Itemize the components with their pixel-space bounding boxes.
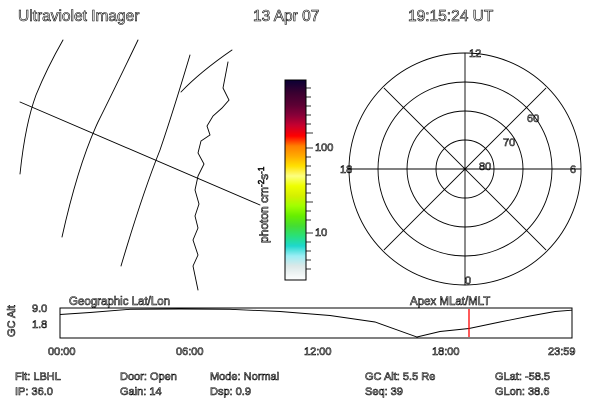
svg-text:06:00: 06:00 xyxy=(176,346,204,358)
svg-text:Mode: Normal: Mode: Normal xyxy=(210,371,279,383)
svg-text:GC Alt: GC Alt xyxy=(6,305,18,337)
svg-text:GC Alt: 5.5 Re: GC Alt: 5.5 Re xyxy=(365,371,435,383)
svg-text:19:15:24 UT: 19:15:24 UT xyxy=(408,8,494,25)
svg-text:IP: 36.0: IP: 36.0 xyxy=(15,386,53,398)
svg-text:photon cm-2s-1: photon cm-2s-1 xyxy=(257,166,271,243)
svg-text:Flt: LBHL: Flt: LBHL xyxy=(15,371,61,383)
svg-text:13 Apr 07: 13 Apr 07 xyxy=(253,8,319,25)
svg-text:Geographic Lat/Lon: Geographic Lat/Lon xyxy=(69,296,170,308)
svg-text:Gain: 14: Gain: 14 xyxy=(120,386,162,398)
svg-text:0: 0 xyxy=(465,275,471,287)
svg-text:23:59: 23:59 xyxy=(548,346,576,358)
svg-text:9.0: 9.0 xyxy=(32,303,47,315)
svg-text:GLat: -58.5: GLat: -58.5 xyxy=(495,371,550,383)
svg-text:60: 60 xyxy=(527,113,539,125)
svg-text:80: 80 xyxy=(479,161,491,173)
svg-text:Ultraviolet Imager: Ultraviolet Imager xyxy=(18,8,139,25)
svg-text:Door: Open: Door: Open xyxy=(120,371,177,383)
svg-text:18: 18 xyxy=(340,164,352,176)
svg-text:Seq: 39: Seq: 39 xyxy=(365,386,403,398)
svg-text:12:00: 12:00 xyxy=(304,346,332,358)
svg-text:GLon: 38.6: GLon: 38.6 xyxy=(495,386,549,398)
svg-text:18:00: 18:00 xyxy=(432,346,460,358)
svg-text:00:00: 00:00 xyxy=(48,346,76,358)
svg-text:12: 12 xyxy=(469,48,481,60)
svg-text:1.8: 1.8 xyxy=(32,319,47,331)
svg-text:100: 100 xyxy=(315,142,333,154)
svg-text:70: 70 xyxy=(503,137,515,149)
svg-text:Dsp: 0.9: Dsp: 0.9 xyxy=(210,386,251,398)
svg-text:6: 6 xyxy=(570,164,576,176)
svg-text:10: 10 xyxy=(315,227,327,239)
svg-text:Apex MLat/MLT: Apex MLat/MLT xyxy=(410,296,490,308)
